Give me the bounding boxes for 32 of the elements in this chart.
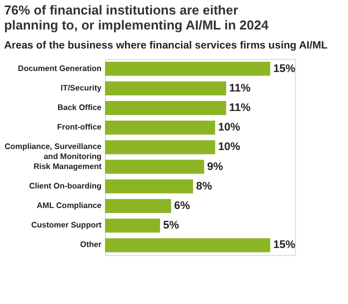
data-label: 15%: [273, 62, 296, 75]
bar: [105, 179, 194, 194]
bar: [105, 218, 160, 233]
y-tick-label: Back Office: [57, 103, 102, 112]
data-label: 9%: [207, 160, 224, 173]
y-tick-label: IT/Security: [60, 83, 102, 92]
y-tick-label: Client On-boarding: [29, 181, 102, 190]
y-tick-label: Other: [80, 240, 102, 250]
data-label: 5%: [163, 220, 180, 232]
data-label: 10%: [218, 141, 240, 154]
data-label: 15%: [273, 239, 296, 252]
y-tick-label: Customer Support: [31, 220, 102, 230]
bar: [105, 81, 226, 96]
y-tick-label: Compliance, Surveillance and Monitoring: [4, 142, 102, 162]
y-tick-label: AML Compliance: [36, 201, 102, 210]
data-label: 11%: [229, 82, 251, 94]
y-tick-label: Front-office: [57, 122, 102, 132]
data-label: 6%: [174, 200, 190, 212]
data-label: 11%: [229, 102, 251, 114]
chart-subtitle: Areas of the business where financial services firms using AI/ML: [4, 40, 328, 52]
bar: [105, 160, 204, 174]
data-label: 10%: [218, 122, 240, 134]
y-tick-label: Risk Management: [33, 162, 102, 171]
y-tick-label: Document Generation: [18, 64, 102, 73]
bar: [105, 238, 270, 252]
bar: [105, 101, 226, 115]
data-label: 8%: [196, 180, 212, 192]
bar: [105, 120, 216, 135]
chart-title: 76% of financial institutions are either planning to, or implementing AI/ML in 2024: [4, 2, 270, 32]
bar: [105, 140, 216, 154]
bar: [105, 199, 172, 213]
bar: [105, 62, 270, 76]
